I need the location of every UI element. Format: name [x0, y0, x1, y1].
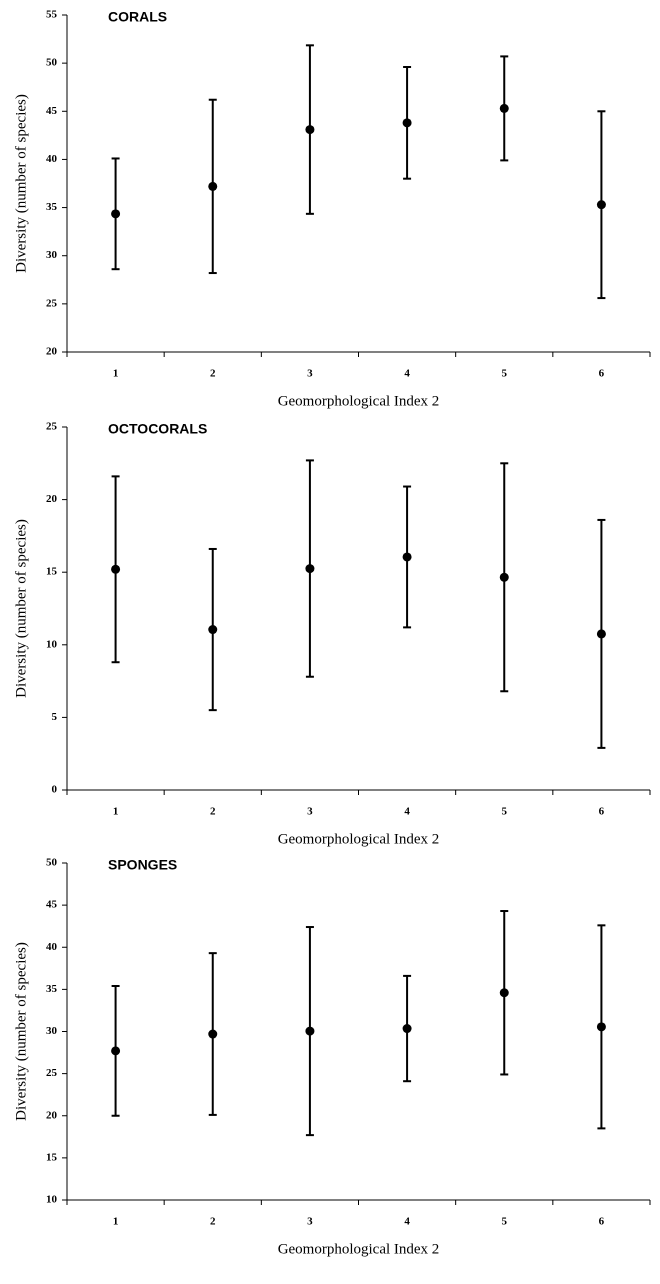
y-tick-label: 20	[46, 346, 58, 358]
y-tick-label: 25	[46, 297, 58, 309]
y-tick-label: 15	[46, 566, 58, 578]
y-tick-label: 0	[52, 784, 58, 796]
x-tick-label: 1	[113, 806, 119, 818]
y-tick-label: 40	[46, 941, 58, 953]
x-tick-label: 1	[113, 368, 119, 380]
x-tick-label: 4	[404, 1216, 410, 1228]
x-tick-label: 5	[502, 368, 508, 380]
y-tick-label: 50	[46, 57, 58, 69]
x-tick-label: 5	[502, 806, 508, 818]
point	[596, 1022, 606, 1032]
point	[499, 988, 509, 998]
y-tick-label: 35	[46, 983, 58, 995]
x-tick-label: 6	[599, 368, 605, 380]
y-axis-title: Diversity (number of species)	[13, 942, 29, 1121]
point	[111, 564, 121, 574]
y-tick-label: 25	[46, 1067, 58, 1079]
x-axis-title: Geomorphological Index 2	[278, 393, 440, 409]
chart-title: CORALS	[108, 9, 167, 25]
point	[305, 1026, 315, 1036]
y-tick-label: 10	[46, 1194, 58, 1206]
y-tick-label: 40	[46, 153, 58, 165]
x-tick-label: 6	[599, 1216, 605, 1228]
y-tick-label: 15	[46, 1151, 58, 1163]
x-tick-label: 3	[307, 806, 313, 818]
y-axis-title: Diversity (number of species)	[13, 519, 29, 698]
point	[305, 564, 315, 574]
y-tick-label: 25	[46, 421, 58, 433]
point	[596, 629, 606, 639]
point	[208, 625, 218, 635]
y-tick-label: 30	[46, 1025, 58, 1037]
x-axis-title: Geomorphological Index 2	[278, 1241, 440, 1257]
point	[402, 1024, 412, 1034]
y-tick-label: 20	[46, 493, 58, 505]
point	[111, 1046, 121, 1056]
x-tick-label: 2	[210, 368, 216, 380]
y-tick-label: 55	[46, 9, 58, 21]
x-tick-label: 3	[307, 1216, 313, 1228]
y-axis-title: Diversity (number of species)	[13, 94, 29, 273]
point	[499, 103, 509, 113]
point	[305, 125, 315, 135]
x-tick-label: 4	[404, 368, 410, 380]
y-tick-label: 45	[46, 899, 58, 911]
point	[402, 118, 412, 128]
point	[208, 1029, 218, 1039]
x-tick-label: 2	[210, 1216, 216, 1228]
y-tick-label: 5	[52, 711, 58, 723]
y-tick-label: 35	[46, 201, 58, 213]
x-tick-label: 1	[113, 1216, 119, 1228]
y-tick-label: 20	[46, 1109, 58, 1121]
x-tick-label: 2	[210, 806, 216, 818]
point	[402, 552, 412, 562]
y-tick-label: 10	[46, 638, 58, 650]
x-tick-label: 4	[404, 806, 410, 818]
x-tick-label: 3	[307, 368, 313, 380]
y-tick-label: 30	[46, 249, 58, 261]
y-tick-label: 50	[46, 857, 58, 869]
chart-title: SPONGES	[108, 857, 177, 873]
point	[596, 200, 606, 210]
chart-title: OCTOCORALS	[108, 421, 207, 437]
x-tick-label: 6	[599, 806, 605, 818]
point	[208, 181, 218, 191]
point	[111, 209, 121, 219]
x-tick-label: 5	[502, 1216, 508, 1228]
x-axis-title: Geomorphological Index 2	[278, 831, 440, 847]
y-tick-label: 45	[46, 105, 58, 117]
point	[499, 572, 509, 582]
